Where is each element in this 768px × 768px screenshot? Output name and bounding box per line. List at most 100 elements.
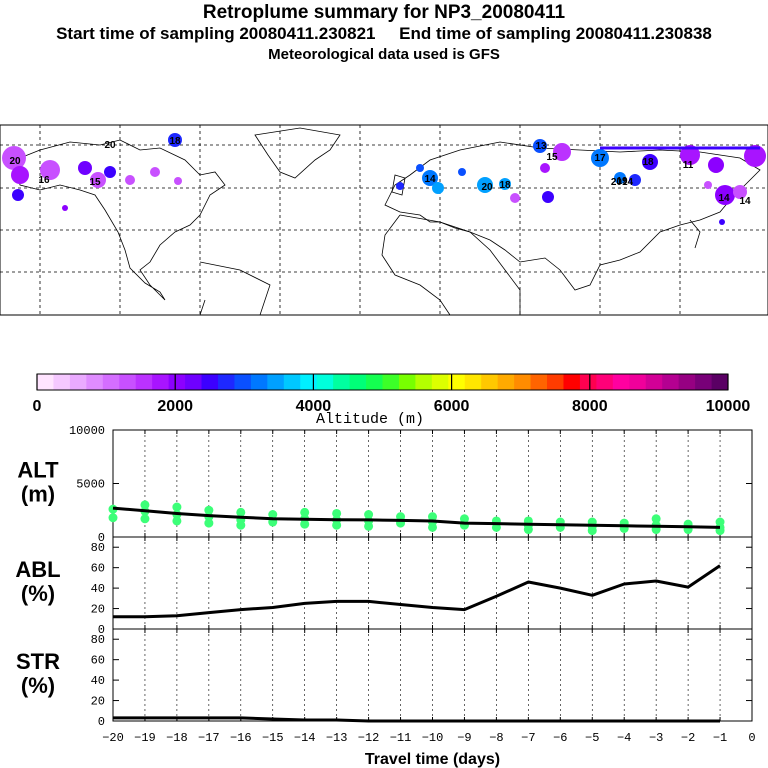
plume-marker [12, 189, 24, 201]
plume-age-label: 15 [546, 152, 558, 163]
x-tick-label: −15 [262, 731, 284, 745]
plume-age-label: 20 [104, 140, 116, 151]
colorbar-cell [695, 374, 712, 390]
x-tick-label: −19 [134, 731, 156, 745]
x-tick-label: −10 [422, 731, 444, 745]
plume-marker [458, 168, 466, 176]
colorbar-cell [563, 374, 580, 390]
colorbar-cell [350, 374, 367, 390]
colorbar-cell [70, 374, 87, 390]
x-tick-label: −7 [521, 731, 535, 745]
colorbar-tick-label: 6000 [434, 398, 470, 415]
y-tick-label: 5000 [76, 478, 105, 492]
plume-marker [719, 219, 725, 225]
colorbar-cell [629, 374, 646, 390]
panel-ylabel: ALT [17, 458, 59, 483]
plume-marker [62, 205, 68, 211]
colorbar-cell [531, 374, 548, 390]
plume-age-label: 2014 [611, 177, 634, 188]
plume-age-label: 14 [718, 193, 730, 204]
colorbar-cell [514, 374, 531, 390]
plume-age-label: 11 [683, 160, 694, 171]
y-tick-label: 10000 [69, 424, 105, 438]
colorbar-cell [267, 374, 284, 390]
colorbar-cell [37, 374, 54, 390]
altitude-point [428, 523, 437, 532]
y-tick-label: 60 [91, 562, 105, 576]
colorbar-cell [646, 374, 663, 390]
plume-marker [416, 164, 424, 172]
plume-marker [542, 191, 554, 203]
y-tick-label: 40 [91, 674, 105, 688]
y-tick-label: 60 [91, 654, 105, 668]
panel-ylabel-unit: (%) [21, 581, 55, 606]
altitude-point [332, 521, 341, 530]
colorbar-cell [333, 374, 350, 390]
x-tick-label: −9 [457, 731, 471, 745]
panel-ylabel-unit: (%) [21, 673, 55, 698]
colorbar-cell [662, 374, 679, 390]
series-line-alt [113, 508, 720, 527]
x-tick-label: −18 [166, 731, 188, 745]
x-tick-label: −3 [649, 731, 663, 745]
x-tick-label: −2 [681, 731, 695, 745]
colorbar-cell [465, 374, 482, 390]
colorbar-cell [366, 374, 383, 390]
colorbar-cell [448, 374, 465, 390]
plume-marker [704, 181, 712, 189]
y-tick-label: 40 [91, 582, 105, 596]
plume-marker [174, 177, 182, 185]
colorbar-cell [53, 374, 70, 390]
colorbar-cell [234, 374, 251, 390]
y-tick-label: 80 [91, 633, 105, 647]
colorbar-cell [432, 374, 449, 390]
map-panel: 201813151718192018161514112014201414 [0, 125, 768, 315]
colorbar-cell [202, 374, 219, 390]
colorbar-label: Altitude (m) [316, 411, 424, 428]
colorbar-tick-label: 0 [33, 398, 42, 415]
plume-age-label: 18 [169, 136, 181, 147]
retroplume-figure: 201813151718192018161514112014201414 020… [0, 0, 768, 768]
map-frame [0, 125, 768, 315]
x-tick-label: −1 [713, 731, 727, 745]
x-tick-label: −11 [390, 731, 412, 745]
colorbar-cell [152, 374, 169, 390]
plume-marker [708, 157, 724, 173]
colorbar-cell [498, 374, 515, 390]
panel-str: 020406080STR(%)−20−19−18−17−16−15−14−13−… [16, 629, 756, 768]
plume-marker [78, 161, 92, 175]
x-tick-label: −20 [102, 731, 124, 745]
plume-marker [150, 167, 160, 177]
colorbar-cell [251, 374, 268, 390]
plume-marker [396, 182, 404, 190]
colorbar-cell [284, 374, 301, 390]
plume-age-label: 20 [481, 182, 493, 193]
altitude-point [140, 514, 149, 523]
colorbar-cell [86, 374, 103, 390]
x-tick-label: −14 [294, 731, 316, 745]
colorbar-tick-label: 10000 [706, 398, 751, 415]
colorbar-cell [136, 374, 153, 390]
plume-age-label: 14 [739, 196, 751, 207]
plume-age-label: 18 [642, 157, 654, 168]
altitude-point [364, 522, 373, 531]
altitude-point [588, 526, 597, 535]
plume-age-label: 15 [89, 177, 101, 188]
time-series-panels: 0500010000ALT(m)020406080ABL(%)020406080… [15, 424, 755, 768]
colorbar-cell [712, 374, 729, 390]
colorbar-cell [317, 374, 334, 390]
altitude-colorbar: 0200040006000800010000 Altitude (m) [33, 374, 751, 428]
x-tick-label: −16 [230, 731, 252, 745]
y-tick-label: 0 [98, 715, 105, 729]
colorbar-cell [119, 374, 136, 390]
x-tick-label: −13 [326, 731, 348, 745]
plume-marker [510, 193, 520, 203]
altitude-point [172, 516, 181, 525]
x-tick-label: −5 [585, 731, 599, 745]
colorbar-cell [596, 374, 613, 390]
y-tick-label: 20 [91, 695, 105, 709]
x-tick-label: −17 [198, 731, 220, 745]
x-tick-label: −4 [617, 731, 631, 745]
colorbar-cell [399, 374, 416, 390]
plume-marker [11, 166, 29, 184]
